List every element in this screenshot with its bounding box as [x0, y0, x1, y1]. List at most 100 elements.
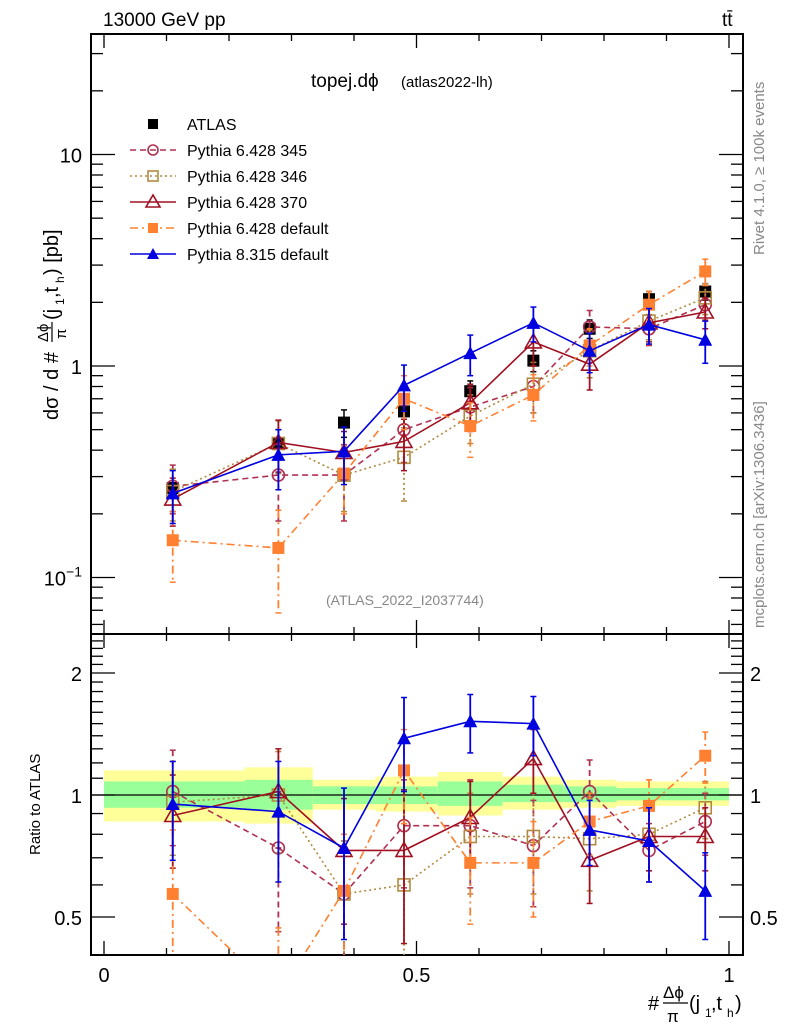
data-point — [166, 534, 179, 547]
data-point — [580, 850, 600, 868]
svg-text:π: π — [667, 1007, 679, 1024]
ratio-y-axis-label: Ratio to ATLAS — [27, 754, 44, 855]
ratio-plot-area — [163, 693, 715, 1002]
data-point — [695, 302, 715, 319]
legend-item: Pythia 6.428 default — [130, 221, 329, 238]
uncertainty-band-inner — [616, 788, 679, 801]
legend-marker — [147, 248, 159, 259]
y-tick-label: 1 — [71, 357, 82, 379]
series-line — [172, 270, 706, 549]
legend-item: Pythia 6.428 345 — [130, 143, 307, 160]
svg-text:): ) — [735, 993, 742, 1015]
data-point — [643, 298, 655, 311]
legend-marker — [147, 144, 159, 156]
data-point — [643, 799, 655, 812]
data-point — [463, 714, 478, 728]
ratio-y-tick-label: 1 — [750, 786, 761, 808]
data-point — [523, 332, 543, 349]
svg-text:dσ / d #: dσ / d # — [41, 351, 63, 420]
data-point — [698, 332, 713, 346]
series-pythia-6-428-345 — [165, 290, 713, 522]
legend-label: Pythia 6.428 346 — [187, 169, 307, 186]
legend: ATLAS Pythia 6.428 345 Pythia 6.428 346 Pyt… — [130, 117, 329, 264]
data-point — [394, 431, 414, 449]
series-pythia-8-315-default — [165, 693, 713, 941]
energy-label: 13000 GeV pp — [103, 10, 226, 31]
series-line — [172, 321, 706, 495]
series-pythia-6-428-370 — [163, 728, 715, 945]
data-point — [642, 317, 656, 331]
x-tick-label: 0.5 — [403, 965, 431, 987]
data-point — [165, 797, 180, 811]
data-point — [394, 840, 414, 858]
data-point — [272, 541, 285, 554]
y-tick-label: 10 — [60, 146, 82, 168]
x-tick-label: 1 — [723, 965, 734, 987]
series-pythia-8-315-default — [165, 306, 713, 525]
ratio-y-tick-label: 2 — [71, 664, 82, 686]
series-line — [172, 311, 706, 500]
svg-text:1: 1 — [53, 298, 67, 305]
data-point — [582, 343, 597, 357]
legend-label: Pythia 6.428 345 — [187, 143, 307, 160]
svg-text:1: 1 — [705, 1006, 712, 1020]
series-line — [172, 303, 706, 488]
data-point — [695, 826, 715, 844]
series-line — [172, 297, 706, 493]
svg-text:,t: ,t — [41, 286, 63, 298]
main-plot-area — [163, 258, 715, 614]
ratio-y-tick-label: 0.5 — [750, 908, 778, 930]
series-pythia-6-428-346 — [165, 282, 713, 522]
rivet-version-label: Rivet 4.1.0, ≥ 100k events — [751, 82, 768, 255]
series-pythia-6-428-default — [166, 258, 712, 614]
svg-text:,t: ,t — [711, 993, 723, 1015]
legend-marker — [148, 119, 158, 129]
series-line — [172, 794, 706, 895]
data-point — [642, 834, 656, 848]
svg-text:Δϕ: Δϕ — [35, 324, 52, 342]
data-point — [527, 856, 540, 869]
legend-item: Pythia 8.315 default — [130, 247, 329, 264]
y-tick-label: 10−1 — [44, 564, 82, 591]
legend-item: Pythia 6.428 370 — [130, 193, 307, 212]
svg-text:Δϕ: Δϕ — [663, 983, 684, 1002]
legend-marker — [144, 193, 162, 208]
ratio-y-tick-label: 1 — [71, 786, 82, 808]
svg-text:#: # — [648, 993, 660, 1015]
data-point — [582, 822, 597, 836]
series-atlas — [166, 282, 712, 513]
data-point — [464, 420, 477, 433]
data-point — [165, 486, 180, 500]
process-label: tt̄ — [722, 10, 733, 31]
svg-text:π: π — [53, 329, 70, 339]
data-point — [526, 315, 541, 329]
data-point — [338, 416, 350, 429]
uncertainty-band-inner — [679, 788, 729, 801]
data-point — [337, 840, 351, 854]
data-point — [272, 990, 284, 1002]
legend-marker — [148, 223, 158, 233]
legend-item: Pythia 6.428 346 — [130, 169, 307, 186]
data-point — [397, 731, 411, 745]
x-axis-label: # Δϕ π (j 1 ,t h ) — [648, 983, 742, 1024]
legend-label: Pythia 8.315 default — [187, 247, 329, 264]
data-point — [463, 346, 478, 360]
data-point — [397, 378, 411, 392]
chart-subtitle: (atlas2022-lh) — [401, 74, 493, 91]
data-point — [523, 748, 543, 766]
ratio-axes: 0 0.5 1 0.5 0.5 1 1 2 2 — [54, 620, 778, 987]
svg-text:(j: (j — [41, 309, 63, 320]
legend-label: Pythia 6.428 default — [187, 221, 329, 238]
svg-text:) [pb]: ) [pb] — [41, 229, 63, 275]
x-tick-label: 0 — [98, 965, 109, 987]
ratio-y-tick-label: 0.5 — [54, 908, 82, 930]
data-point — [699, 749, 712, 762]
svg-text:(j: (j — [689, 993, 700, 1015]
data-point — [526, 716, 541, 730]
ratio-y-tick-label: 2 — [750, 664, 761, 686]
analysis-watermark: (ATLAS_2022_I2037744) — [326, 592, 484, 608]
data-point — [271, 447, 286, 461]
legend-marker — [147, 170, 159, 182]
legend-item: ATLAS — [148, 117, 237, 134]
